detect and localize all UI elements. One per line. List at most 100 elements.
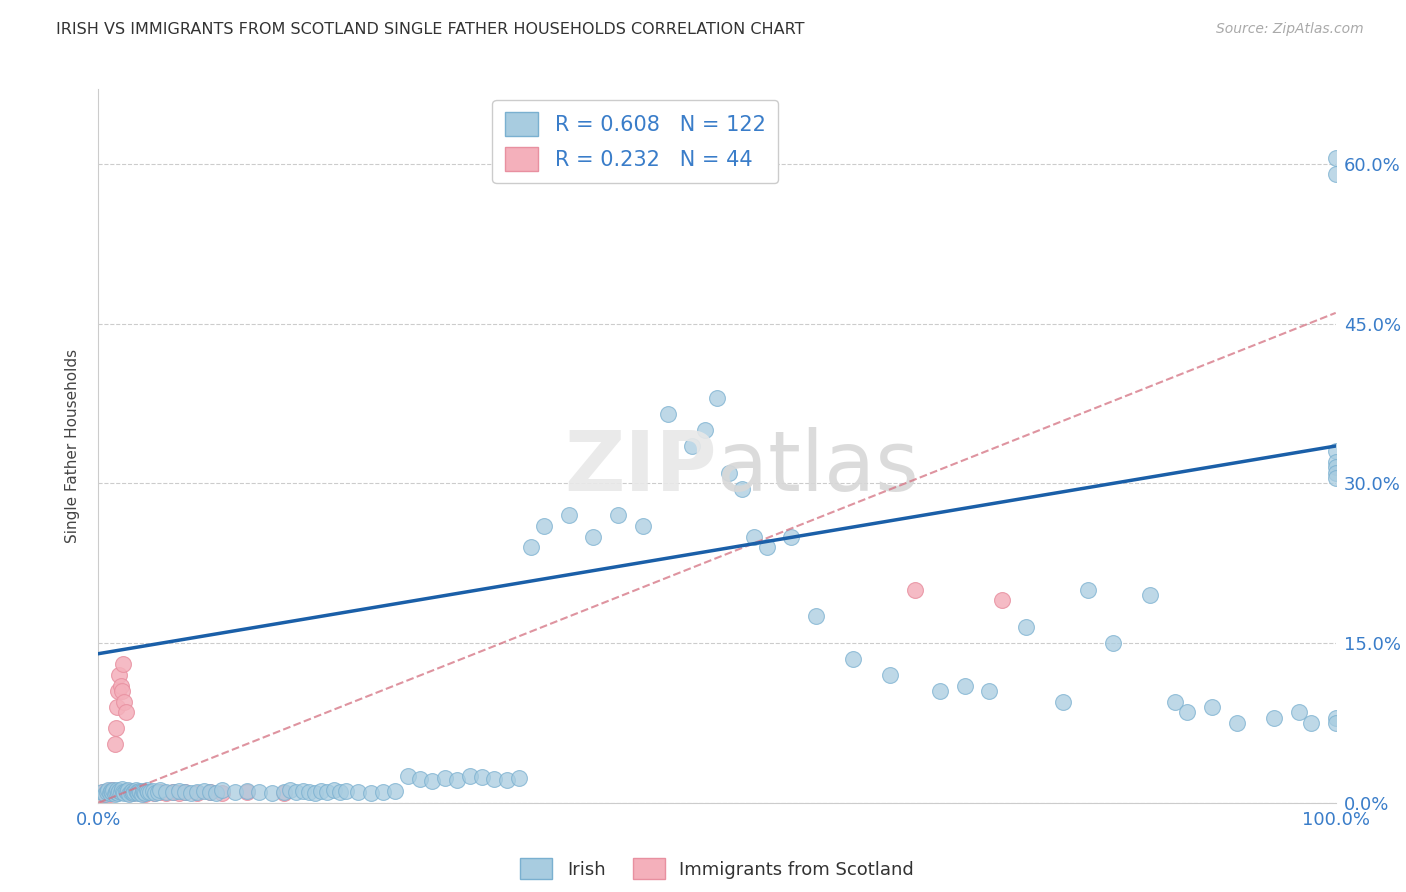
Point xyxy=(174,785,197,799)
Point xyxy=(309,784,332,798)
Point xyxy=(291,784,314,798)
Point xyxy=(247,785,270,799)
Point xyxy=(131,787,153,801)
Point xyxy=(97,784,120,798)
Point xyxy=(143,786,166,800)
Point xyxy=(780,529,803,543)
Point xyxy=(111,781,134,796)
Point xyxy=(121,784,143,798)
Point xyxy=(122,786,145,800)
Point xyxy=(329,785,352,799)
Point xyxy=(1324,152,1347,166)
Point xyxy=(93,785,115,799)
Point xyxy=(118,786,141,800)
Point xyxy=(657,407,679,421)
Legend: Irish, Immigrants from Scotland: Irish, Immigrants from Scotland xyxy=(513,851,921,887)
Point xyxy=(396,769,419,783)
Point xyxy=(100,785,122,799)
Point xyxy=(139,785,162,799)
Point xyxy=(1015,620,1038,634)
Point xyxy=(1164,695,1187,709)
Point xyxy=(103,783,125,797)
Point xyxy=(1299,715,1322,730)
Point xyxy=(149,783,172,797)
Point xyxy=(1324,444,1347,458)
Point xyxy=(98,786,121,800)
Point xyxy=(409,772,432,787)
Point xyxy=(953,679,976,693)
Point xyxy=(125,785,148,799)
Point xyxy=(879,668,901,682)
Point xyxy=(236,785,259,799)
Point xyxy=(1324,168,1347,182)
Point xyxy=(108,784,131,798)
Point xyxy=(360,786,382,800)
Point xyxy=(458,769,481,783)
Point xyxy=(278,783,301,797)
Point xyxy=(1324,466,1347,480)
Point xyxy=(304,786,326,800)
Point xyxy=(136,785,159,799)
Point xyxy=(742,529,765,543)
Point xyxy=(107,786,129,800)
Point xyxy=(132,784,155,798)
Point xyxy=(1175,706,1198,720)
Point xyxy=(103,786,125,800)
Point xyxy=(94,785,117,799)
Point xyxy=(681,439,703,453)
Point xyxy=(143,786,166,800)
Point xyxy=(128,784,150,798)
Point xyxy=(1324,460,1347,475)
Point xyxy=(1324,710,1347,724)
Point xyxy=(98,787,121,801)
Point xyxy=(122,786,145,800)
Point xyxy=(508,772,530,786)
Point xyxy=(97,783,120,797)
Point xyxy=(236,784,259,798)
Point xyxy=(155,786,177,800)
Point xyxy=(273,785,295,799)
Point xyxy=(198,785,221,799)
Point xyxy=(316,785,339,799)
Point xyxy=(136,785,159,799)
Point xyxy=(224,785,246,799)
Point xyxy=(110,785,132,799)
Point xyxy=(124,785,146,799)
Point xyxy=(132,785,155,799)
Point xyxy=(495,773,517,788)
Point xyxy=(1288,706,1310,720)
Point xyxy=(155,785,177,799)
Point xyxy=(100,784,122,798)
Point xyxy=(93,787,115,801)
Point xyxy=(167,786,190,800)
Point xyxy=(371,785,394,799)
Point xyxy=(129,786,152,800)
Point xyxy=(718,466,741,480)
Point xyxy=(96,785,118,799)
Point xyxy=(162,785,184,799)
Point xyxy=(112,785,135,799)
Point xyxy=(755,540,778,554)
Point xyxy=(117,783,139,797)
Point xyxy=(322,783,344,797)
Point xyxy=(129,785,152,799)
Point xyxy=(607,508,630,523)
Point xyxy=(167,784,190,798)
Point xyxy=(557,508,579,523)
Point xyxy=(105,783,128,797)
Point xyxy=(96,786,118,800)
Point xyxy=(842,652,865,666)
Point xyxy=(124,783,146,797)
Point xyxy=(928,684,950,698)
Point xyxy=(118,787,141,801)
Point xyxy=(103,787,125,801)
Point xyxy=(520,540,543,554)
Point xyxy=(1324,471,1347,485)
Point xyxy=(174,785,197,799)
Point xyxy=(127,785,149,799)
Point xyxy=(112,786,135,800)
Point xyxy=(120,785,142,799)
Point xyxy=(446,773,468,788)
Point xyxy=(107,684,129,698)
Text: IRISH VS IMMIGRANTS FROM SCOTLAND SINGLE FATHER HOUSEHOLDS CORRELATION CHART: IRISH VS IMMIGRANTS FROM SCOTLAND SINGLE… xyxy=(56,22,804,37)
